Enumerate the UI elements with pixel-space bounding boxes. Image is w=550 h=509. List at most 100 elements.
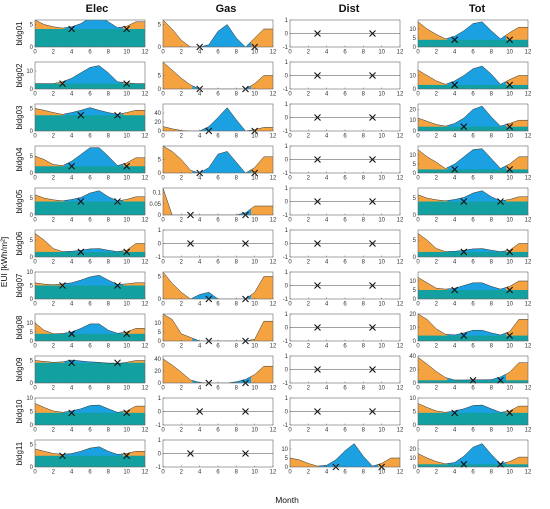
x-tick-label: 6 (343, 218, 347, 224)
panel-bldg05-gas: 0 2 4 6 8 10 12 0 0.05 0.1 (149, 187, 277, 224)
x-tick-label: 6 (216, 302, 220, 308)
balance-mark (469, 376, 477, 384)
x-tick-label: 6 (216, 92, 220, 98)
panel-bldg01-dist: 0 2 4 6 8 10 12-101 (283, 18, 404, 56)
x-tick-label: 12 (397, 92, 404, 98)
x-tick-label: 0 (288, 344, 292, 350)
x-tick-label: 8 (107, 218, 111, 224)
x-tick-label: 8 (490, 386, 494, 392)
y-tick-label: 0 (158, 381, 162, 387)
y-tick-label: 1 (285, 60, 289, 66)
panel-bldg06-dist: 0 2 4 6 8 10 12-101 (283, 228, 404, 266)
x-tick-label: 12 (525, 176, 532, 182)
x-tick-label: 0 (161, 302, 165, 308)
panel-bldg08-elec: 0 2 4 6 8 10 12 0 5 10 (26, 313, 149, 350)
balance-mark (59, 282, 66, 289)
balance-mark (369, 240, 376, 247)
x-tick-label: 10 (378, 176, 385, 182)
balance-mark (369, 366, 376, 373)
x-tick-label: 12 (142, 344, 149, 350)
x-tick-label: 0 (33, 176, 37, 182)
y-tick-label: 0.05 (149, 202, 161, 208)
cooling-area (192, 107, 251, 131)
x-tick-label: 10 (123, 260, 130, 266)
x-tick-label: 6 (216, 386, 220, 392)
x-tick-label: 4 (198, 344, 202, 350)
x-tick-label: 12 (270, 428, 277, 434)
y-tick-label: 5 (30, 107, 34, 113)
x-tick-label: 6 (471, 470, 475, 476)
x-tick-label: 6 (216, 50, 220, 56)
balance-mark (77, 198, 85, 205)
balance-mark (460, 248, 468, 256)
x-tick-label: 6 (88, 218, 92, 224)
x-tick-label: 2 (435, 218, 439, 224)
y-tick-label: 0 (158, 45, 162, 51)
panel-bldg11-tot: 0 2 4 6 8 10 12 0 10 20 (409, 439, 532, 476)
panel-bldg11-dist: 0 2 4 6 8 10 12 0 5 10 (281, 439, 404, 476)
balance-mark (68, 359, 76, 367)
y-tick-label: 0 (285, 410, 289, 416)
x-tick-label: 10 (378, 428, 385, 434)
column-title-tot: Tot (469, 3, 486, 15)
balance-mark (369, 156, 376, 163)
x-tick-label: 8 (490, 176, 494, 182)
balance-mark (369, 72, 376, 79)
x-tick-label: 8 (235, 302, 239, 308)
y-tick-label: 0 (30, 465, 34, 471)
x-tick-label: 10 (378, 344, 385, 350)
y-tick-label: 0 (413, 423, 417, 429)
panel-bldg01-elec: 0 2 4 6 8 10 12 0 5 (30, 19, 149, 56)
panel-bldg10-elec: 0 2 4 6 8 10 12 0 5 10 (26, 396, 149, 434)
x-tick-label: 0 (288, 176, 292, 182)
y-tick-label: 5 (413, 196, 417, 202)
x-tick-label: 4 (70, 92, 74, 98)
x-tick-label: 2 (52, 50, 56, 56)
x-tick-label: 8 (490, 428, 494, 434)
y-tick-label: 1 (158, 228, 162, 234)
x-tick-label: 6 (216, 218, 220, 224)
x-tick-label: 6 (88, 302, 92, 308)
balance-mark (123, 162, 131, 170)
x-tick-label: 10 (123, 218, 130, 224)
panel-bldg02-gas: 0 2 4 6 8 10 12 0 5 (158, 61, 277, 98)
x-tick-label: 12 (142, 50, 149, 56)
x-tick-label: 10 (378, 134, 385, 140)
x-tick-label: 10 (378, 260, 385, 266)
row-label-bldg05: bldg05 (15, 189, 24, 214)
cooling-area (447, 443, 507, 467)
x-tick-label: 0 (416, 134, 420, 140)
x-tick-label: 8 (235, 470, 239, 476)
x-tick-label: 8 (235, 134, 239, 140)
baseload-area (35, 455, 145, 467)
balance-mark (114, 359, 121, 367)
x-tick-label: 2 (180, 386, 184, 392)
baseload-area (35, 285, 145, 299)
x-tick-label: 12 (142, 302, 149, 308)
x-tick-label: 2 (52, 134, 56, 140)
x-tick-label: 2 (435, 260, 439, 266)
balance-mark (506, 286, 514, 294)
panel-bldg07-elec: 0 2 4 6 8 10 12 0 5 10 (26, 270, 149, 308)
x-tick-label: 8 (235, 344, 239, 350)
y-tick-label: 0 (30, 381, 34, 387)
y-tick-label: 5 (30, 23, 34, 29)
y-tick-label: 0 (285, 200, 289, 206)
panel-bldg07-dist: 0 2 4 6 8 10 12-101 (283, 270, 404, 308)
panel-bldg03-elec: 0 2 4 6 8 10 12 0 5 (30, 103, 149, 140)
balance-mark (497, 376, 504, 384)
x-tick-label: 10 (506, 302, 513, 308)
x-tick-label: 4 (198, 218, 202, 224)
x-tick-label: 12 (397, 260, 404, 266)
y-tick-label: 1 (285, 144, 289, 150)
panel-bldg02-tot: 0 2 4 6 8 10 12 0 10 (409, 61, 532, 98)
x-tick-label: 0 (33, 344, 37, 350)
x-tick-label: 2 (307, 344, 311, 350)
y-tick-label: 20 (409, 312, 416, 318)
x-tick-label: 12 (142, 92, 149, 98)
y-tick-label: 1 (285, 18, 289, 24)
y-tick-label: 0.1 (153, 191, 162, 197)
y-tick-label: 5 (413, 36, 417, 42)
y-tick-label: 0 (285, 465, 289, 471)
